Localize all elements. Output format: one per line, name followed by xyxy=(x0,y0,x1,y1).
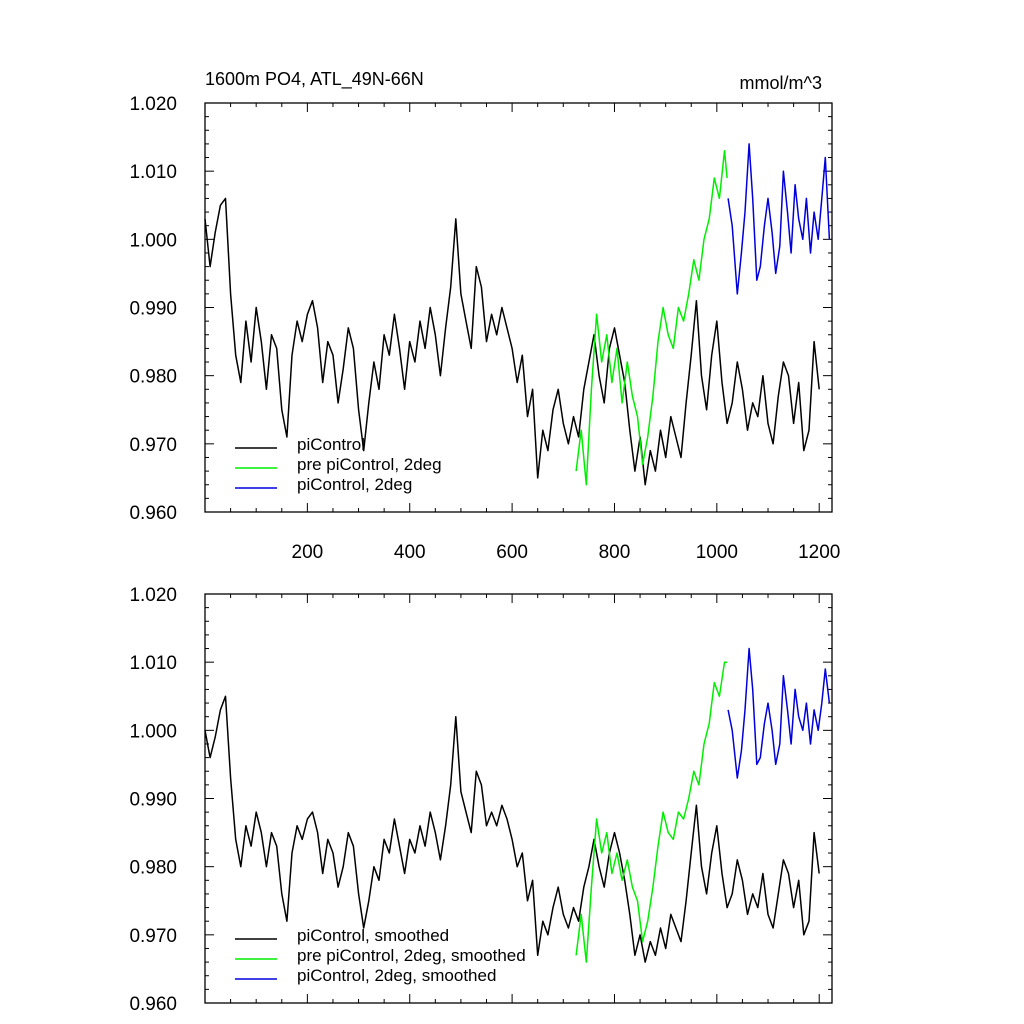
legend-label: pre piControl, 2deg, smoothed xyxy=(297,946,526,965)
y-tick-label: 0.970 xyxy=(129,435,177,456)
y-tick-label: 0.990 xyxy=(129,299,177,320)
legend-label: pre piControl, 2deg xyxy=(297,455,442,474)
y-tick-label: 1.000 xyxy=(129,721,177,742)
x-tick-label: 200 xyxy=(292,542,324,563)
chart-panel-2: 0.960 0.970 0.980 0.990 1.000 1.010 1.020 piCon… xyxy=(129,585,833,1015)
y-tick-label: 1.020 xyxy=(129,94,177,115)
x-tick-label: 1200 xyxy=(798,542,840,563)
x-tick-label: 600 xyxy=(496,542,528,563)
chart-panel-1: 0.960 0.970 0.980 0.990 1.000 1.010 1.020 200 40… xyxy=(129,69,840,563)
chart-title: 1600m PO4, ATL_49N-66N xyxy=(205,69,424,90)
legend-label: piControl, smoothed xyxy=(297,926,449,945)
series-line-2 xyxy=(575,149,728,486)
series-line-3 xyxy=(727,143,831,295)
series-line-1 xyxy=(204,197,820,486)
y-tick-label: 0.960 xyxy=(129,994,177,1015)
series-line-1 xyxy=(204,695,820,963)
units-label: mmol/m^3 xyxy=(740,73,822,93)
y-tick-label: 1.000 xyxy=(129,230,177,251)
y-tick-label: 0.970 xyxy=(129,926,177,947)
y-tick-label: 0.990 xyxy=(129,790,177,811)
y-tick-label: 1.010 xyxy=(129,653,177,674)
y-tick-label: 1.010 xyxy=(129,162,177,183)
y-tick-label: 0.980 xyxy=(129,858,177,879)
y-tick-label: 0.960 xyxy=(129,503,177,524)
series-line-3 xyxy=(727,647,831,779)
x-tick-label: 800 xyxy=(599,542,631,563)
y-tick-label: 1.020 xyxy=(129,585,177,606)
y-tick-label: 0.980 xyxy=(129,367,177,388)
series-line-2 xyxy=(575,661,728,963)
x-tick-label: 400 xyxy=(394,542,426,563)
legend-label: piControl, 2deg xyxy=(297,475,412,494)
legend-label: piControl, 2deg, smoothed xyxy=(297,966,496,985)
x-tick-label: 1000 xyxy=(696,542,738,563)
legend-label: piControl xyxy=(297,435,365,454)
